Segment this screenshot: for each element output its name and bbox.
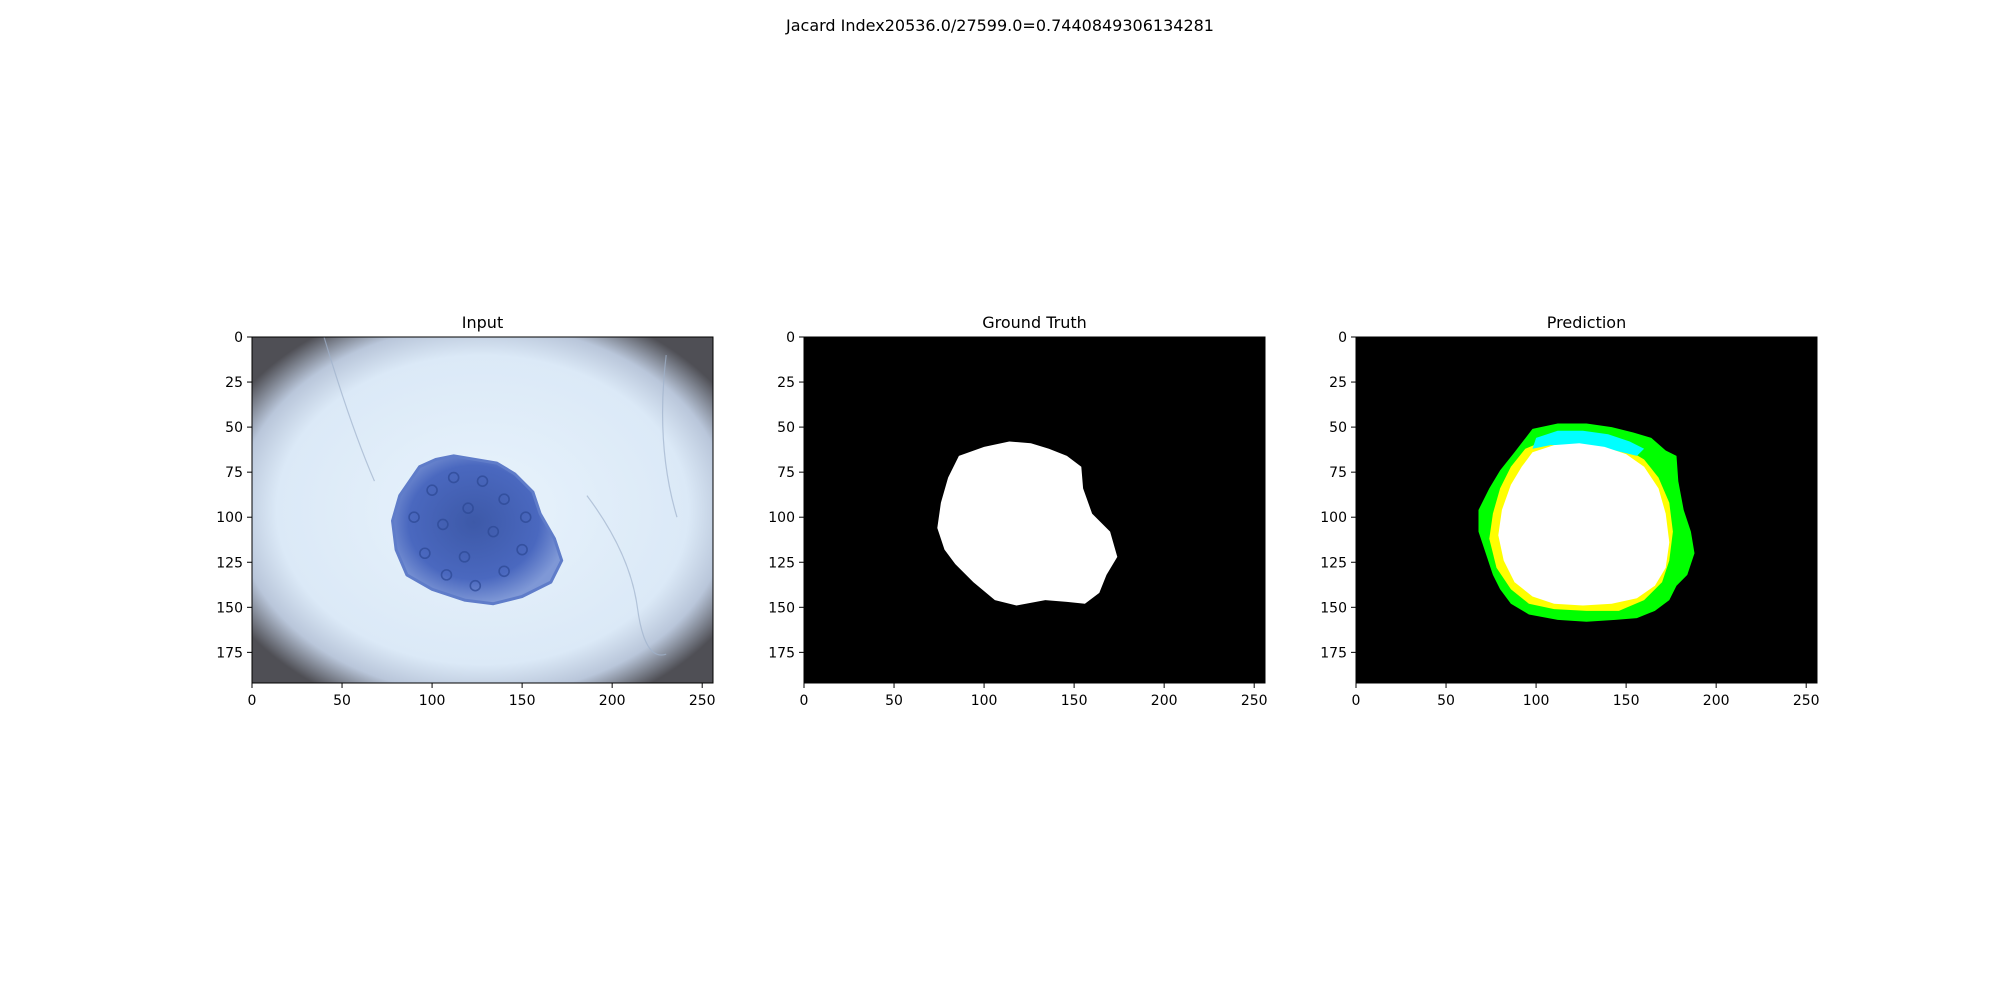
x-tick-label: 150 — [1613, 693, 1640, 709]
x-tick-label: 100 — [1523, 693, 1550, 709]
lesion-texture-5 — [437, 518, 449, 531]
lesion-texture-13 — [519, 511, 532, 524]
hair-2 — [661, 354, 678, 518]
x-tick-label: 250 — [1793, 693, 1820, 709]
image-area — [252, 337, 713, 683]
y-tick-label: 50 — [777, 420, 795, 436]
lesion-texture-2 — [476, 475, 489, 487]
y-tick-label: 75 — [1329, 465, 1347, 481]
y-tick-label: 125 — [1320, 555, 1347, 571]
lesion-texture-0 — [426, 484, 438, 496]
lesion-texture-4 — [462, 502, 474, 514]
panel-title: Prediction — [1547, 313, 1626, 332]
lesion-texture-6 — [487, 525, 500, 538]
region-overlap — [1498, 443, 1670, 606]
y-tick-label: 0 — [234, 330, 243, 346]
x-tick-label: 200 — [1703, 693, 1730, 709]
x-tick-label: 200 — [599, 693, 626, 709]
y-tick-label: 175 — [768, 645, 795, 661]
y-tick-label: 175 — [1320, 645, 1347, 661]
x-tick-label: 0 — [248, 693, 257, 709]
panel-ground-truth: Ground Truth 0 50 100 150 200 250 0 25 50 75 100 125… — [768, 313, 1267, 709]
y-tick-label: 100 — [768, 510, 795, 526]
lesion-texture-7 — [516, 543, 528, 556]
y-tick-label: 175 — [216, 645, 243, 661]
lesion-texture-1 — [447, 471, 460, 484]
x-tick-label: 150 — [1061, 693, 1088, 709]
y-tick-label: 50 — [225, 420, 243, 436]
axes-frame — [1355, 336, 1818, 684]
panel-prediction: Prediction 0 50 100 150 200 250 0 25 50 75 100 125 15… — [1320, 313, 1819, 709]
y-tick-label: 125 — [216, 555, 243, 571]
ground-truth-mask — [937, 441, 1118, 606]
x-tick-label: 0 — [800, 693, 809, 709]
region-other — [1532, 430, 1645, 456]
panel-title: Input — [462, 313, 503, 332]
y-tick-label: 150 — [768, 600, 795, 616]
y-tick-label: 100 — [1320, 510, 1347, 526]
hair-1 — [586, 495, 667, 656]
y-tick-label: 75 — [225, 465, 243, 481]
lesion — [391, 454, 564, 606]
hair-0 — [323, 337, 376, 482]
lesion-texture-3 — [498, 493, 510, 505]
y-tick-label: 25 — [1329, 375, 1347, 391]
y-tick-label: 150 — [216, 600, 243, 616]
x-tick-label: 250 — [1241, 693, 1268, 709]
y-tick-label: 0 — [786, 330, 795, 346]
x-tick-label: 0 — [1352, 693, 1361, 709]
axes-frame — [251, 336, 714, 684]
y-tick-label: 125 — [768, 555, 795, 571]
x-tick-label: 150 — [509, 693, 536, 709]
lesion-texture-14 — [408, 511, 420, 524]
y-tick-label: 75 — [777, 465, 795, 481]
figure-suptitle: Jacard Index20536.0/27599.0=0.7440849306… — [785, 16, 1214, 35]
y-tick-label: 50 — [1329, 420, 1347, 436]
y-tick-label: 25 — [225, 375, 243, 391]
x-tick-label: 50 — [333, 693, 351, 709]
image-area — [1356, 337, 1817, 683]
lesion-texture-10 — [498, 565, 510, 578]
y-tick-label: 150 — [1320, 600, 1347, 616]
panel-input: Input 0 50 100 150 200 250 0 25 50 75 100 125 150 175 — [216, 313, 715, 709]
lesion-texture-9 — [419, 547, 431, 560]
x-tick-label: 50 — [885, 693, 903, 709]
x-tick-label: 250 — [689, 693, 716, 709]
y-tick-label: 0 — [1338, 330, 1347, 346]
lesion-texture-12 — [440, 569, 453, 581]
lesion-texture-11 — [469, 579, 482, 592]
axes-frame — [803, 336, 1266, 684]
lesion-texture-8 — [458, 551, 471, 563]
x-tick-label: 100 — [419, 693, 446, 709]
panel-title: Ground Truth — [982, 313, 1087, 332]
x-tick-label: 50 — [1437, 693, 1455, 709]
y-tick-label: 25 — [777, 375, 795, 391]
x-tick-label: 200 — [1151, 693, 1178, 709]
image-area — [804, 337, 1265, 683]
x-tick-label: 100 — [971, 693, 998, 709]
y-tick-label: 100 — [216, 510, 243, 526]
